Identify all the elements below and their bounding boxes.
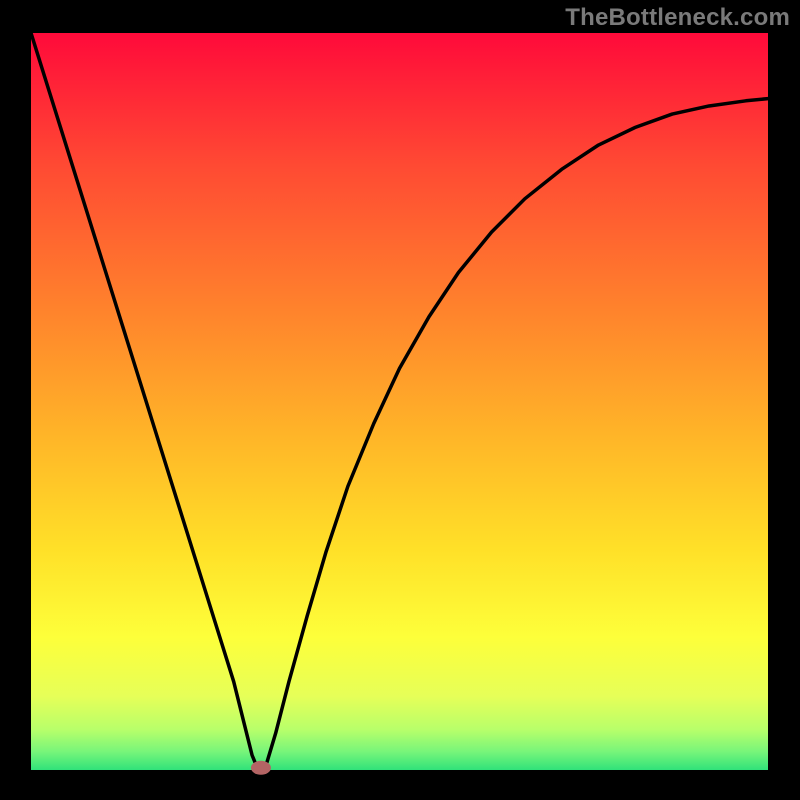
- optimum-marker: [251, 761, 271, 775]
- chart-svg: [0, 0, 800, 800]
- bottleneck-chart: TheBottleneck.com: [0, 0, 800, 800]
- chart-gradient-bg: [31, 33, 768, 770]
- watermark-text: TheBottleneck.com: [565, 4, 790, 32]
